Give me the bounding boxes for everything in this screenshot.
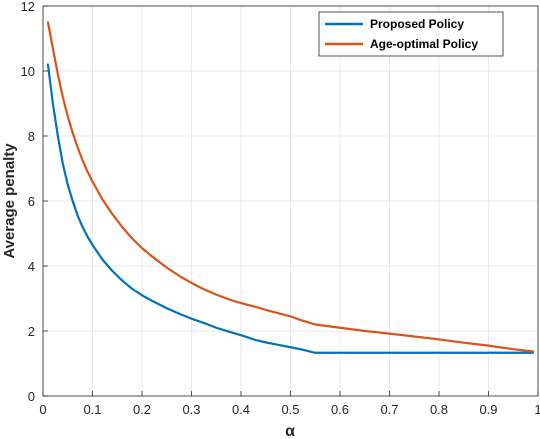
series-line-age-optimal-policy — [46, 21, 535, 353]
legend-label-age-optimal: Age-optimal Policy — [370, 37, 478, 51]
x-tick-label: 0.9 — [479, 402, 497, 417]
x-tick-label: 0.7 — [380, 402, 398, 417]
x-tick-label: 0.5 — [281, 402, 299, 417]
y-tick-label: 12 — [21, 0, 35, 14]
x-axis-label: α — [285, 423, 295, 439]
y-tick-label: 2 — [28, 324, 35, 339]
x-tick-label: 0.1 — [83, 402, 101, 417]
series-line-proposed-policy — [46, 63, 535, 354]
x-tick-label: 0.4 — [232, 402, 250, 417]
x-tick-label: 1 — [534, 402, 540, 417]
x-tick-label: 0.2 — [133, 402, 151, 417]
y-tick-label: 8 — [28, 129, 35, 144]
legend: Proposed Policy Age-optimal Policy — [318, 11, 504, 57]
x-tick-label: 0 — [39, 402, 46, 417]
y-axis-label: Average penalty — [1, 143, 18, 259]
y-tick-label: 6 — [28, 194, 35, 209]
series-layer — [46, 21, 535, 354]
legend-label-proposed: Proposed Policy — [370, 17, 464, 31]
y-tick-label: 4 — [28, 259, 35, 274]
x-tick-label: 0.8 — [430, 402, 448, 417]
y-tick-label: 0 — [28, 389, 35, 404]
legend-box — [318, 11, 504, 57]
x-tick-label: 0.6 — [331, 402, 349, 417]
y-tick-label: 10 — [21, 64, 35, 79]
x-tick-label: 0.3 — [182, 402, 200, 417]
